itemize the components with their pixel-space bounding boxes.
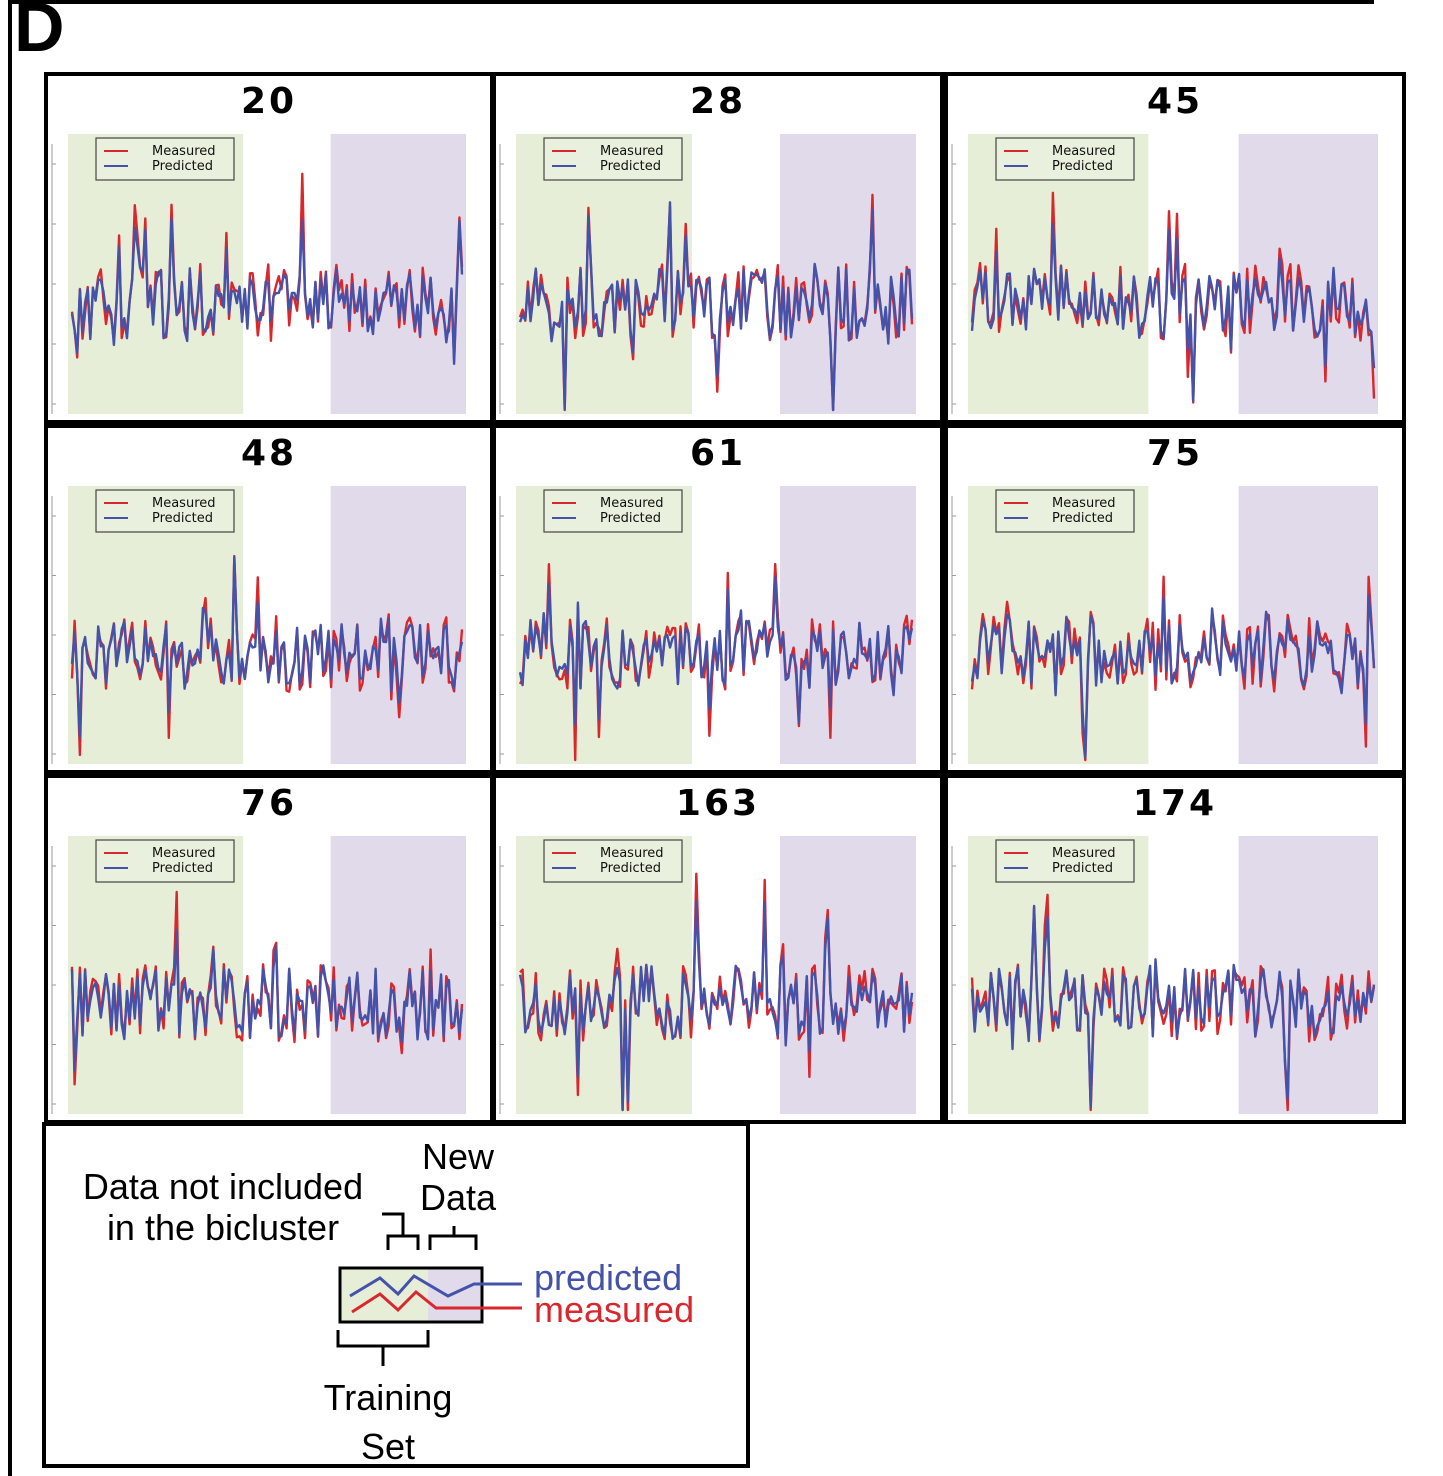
new-data-region xyxy=(780,134,916,414)
legend-predicted-label: Predicted xyxy=(152,159,213,174)
panel-letter: D xyxy=(14,0,65,66)
chart-panel-48: 48 Measured Predicted xyxy=(44,424,494,774)
key-measured-label: measured xyxy=(534,1289,695,1330)
legend-key-diagram xyxy=(336,1212,522,1366)
chart-panel-174: 174 Measured Predicted xyxy=(944,774,1406,1124)
training-set-line2: Set xyxy=(360,1425,416,1467)
not-included-line1: Data not included xyxy=(82,1166,364,1207)
key-predicted-label: predicted xyxy=(534,1257,683,1298)
key-predicted-line xyxy=(349,1274,522,1298)
chart-title: 174 xyxy=(1132,783,1218,824)
chart-panel-45: 45 Measured Predicted xyxy=(944,72,1406,424)
chart-legend xyxy=(995,137,1135,181)
chart-panel-28: 28 Measured Predicted xyxy=(492,72,944,424)
new-data-label: New Data xyxy=(408,1136,508,1219)
new-data-region xyxy=(330,836,466,1114)
top-rule xyxy=(12,0,1374,4)
predicted-series-line xyxy=(518,576,914,726)
chart-legend xyxy=(95,839,235,883)
legend-predicted-label: Predicted xyxy=(1052,511,1113,526)
chart-title: 20 xyxy=(240,81,298,122)
key-training-bracket xyxy=(336,1330,430,1366)
chart-title: 28 xyxy=(689,81,747,122)
chart-legend xyxy=(543,137,683,181)
key-new-data-bracket xyxy=(428,1226,478,1250)
legend-measured-label: Measured xyxy=(152,846,216,861)
chart-title: 61 xyxy=(689,433,747,474)
chart-panel-76: 76 Measured Predicted xyxy=(44,774,494,1124)
chart-title: 163 xyxy=(675,783,761,824)
predicted-series-line xyxy=(970,593,1376,759)
training-set-line1: Training xyxy=(323,1377,453,1418)
chart-title: 75 xyxy=(1146,433,1204,474)
new-data-line1: New xyxy=(421,1136,495,1177)
new-data-region xyxy=(780,486,916,764)
legend-key-box: Data not included in the bicluster New D… xyxy=(42,1122,750,1468)
chart-panel-75: 75 Measured Predicted xyxy=(944,424,1406,774)
chart-title: 76 xyxy=(240,783,298,824)
chart-legend xyxy=(995,489,1135,533)
key-measured-line xyxy=(351,1289,522,1314)
chart-legend xyxy=(95,489,235,533)
legend-predicted-label: Predicted xyxy=(1052,861,1113,876)
legend-measured-label: Measured xyxy=(1052,846,1116,861)
left-rule xyxy=(8,0,12,1476)
legend-measured-label: Measured xyxy=(152,496,216,511)
legend-measured-label: Measured xyxy=(600,846,664,861)
chart-legend xyxy=(543,489,683,533)
predicted-series-line xyxy=(70,218,464,365)
predicted-series-line xyxy=(518,201,914,412)
predicted-series-line xyxy=(970,222,1376,403)
predicted-series-line xyxy=(70,929,464,1072)
chart-legend xyxy=(95,137,235,181)
chart-panel-61: 61 Measured Predicted xyxy=(492,424,944,774)
chart-panel-163: 163 Measured Predicted xyxy=(492,774,944,1124)
chart-panel-20: 20 Measured Predicted xyxy=(44,72,494,424)
key-new-data-region xyxy=(428,1268,482,1322)
legend-measured-label: Measured xyxy=(600,496,664,511)
not-included-line2: in the bicluster xyxy=(106,1207,340,1249)
not-included-label: Data not included in the bicluster xyxy=(58,1166,388,1249)
new-data-line2: Data xyxy=(419,1177,497,1219)
legend-measured-label: Measured xyxy=(1052,496,1116,511)
chart-title: 45 xyxy=(1146,81,1204,122)
key-not-included-bracket xyxy=(382,1212,420,1250)
key-plot-frame xyxy=(338,1266,484,1324)
legend-measured-label: Measured xyxy=(152,144,216,159)
training-set-label: Training Set xyxy=(308,1374,468,1471)
legend-predicted-label: Predicted xyxy=(600,861,661,876)
predicted-series-line xyxy=(970,904,1376,1108)
legend-predicted-label: Predicted xyxy=(600,159,661,174)
predicted-series-line xyxy=(70,556,464,739)
legend-measured-label: Measured xyxy=(600,144,664,159)
chart-legend xyxy=(995,839,1135,883)
chart-title: 48 xyxy=(240,433,298,474)
legend-predicted-label: Predicted xyxy=(152,861,213,876)
legend-measured-label: Measured xyxy=(1052,144,1116,159)
predicted-series-line xyxy=(518,900,914,1112)
chart-legend xyxy=(543,839,683,883)
legend-predicted-label: Predicted xyxy=(152,511,213,526)
legend-predicted-label: Predicted xyxy=(600,511,661,526)
legend-predicted-label: Predicted xyxy=(1052,159,1113,174)
new-data-region xyxy=(1238,134,1378,414)
